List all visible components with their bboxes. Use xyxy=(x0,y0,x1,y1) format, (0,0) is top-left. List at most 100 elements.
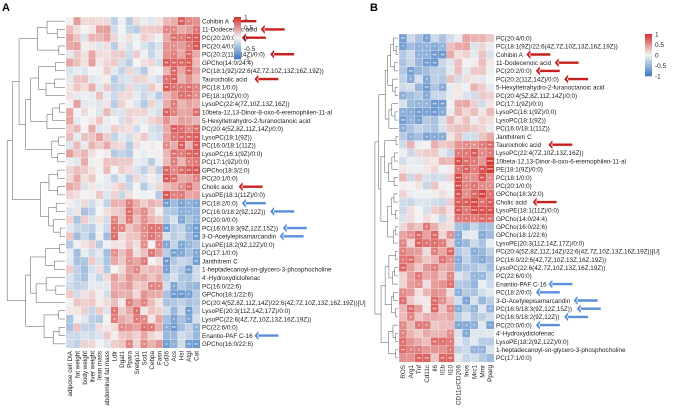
significance-mark: ** xyxy=(433,340,437,346)
heatmap-cell xyxy=(478,263,487,273)
significance-mark: * xyxy=(410,119,412,125)
significance-mark: * xyxy=(418,275,420,281)
heatmap-cell xyxy=(80,124,89,134)
heatmap-cell xyxy=(132,99,141,109)
heatmap-cell xyxy=(462,99,471,109)
heatmap-cell xyxy=(95,49,104,59)
significance-mark: ** xyxy=(433,111,437,117)
heatmap-cell xyxy=(103,281,111,291)
row-label: Cohibin A xyxy=(202,18,230,25)
row-label: 5-Hexyltetrahydro-2-furanoctanoic acid xyxy=(202,118,311,125)
heatmap-cell xyxy=(132,232,141,241)
significance-mark: * xyxy=(410,78,412,84)
heatmap-cell xyxy=(462,345,471,355)
heatmap-cell xyxy=(125,190,134,200)
heatmap-cell xyxy=(88,165,97,175)
heatmap-cell xyxy=(422,296,431,305)
heatmap-cell xyxy=(110,41,119,51)
colorbar-tick-label: 0 xyxy=(655,53,659,60)
significance-mark: ** xyxy=(172,78,176,84)
significance-mark: * xyxy=(426,78,428,84)
row-label: GPCho(18:1/22:6) xyxy=(496,232,547,239)
heatmap-cell xyxy=(155,339,164,349)
heatmap-cell xyxy=(103,198,111,208)
colorbar-segment xyxy=(234,57,241,60)
heatmap-cell xyxy=(103,190,111,200)
heatmap-cell xyxy=(125,182,134,192)
significance-mark: * xyxy=(442,242,444,248)
heatmap-cell xyxy=(88,223,97,233)
heatmap-cell xyxy=(125,41,134,51)
heatmap-cell xyxy=(73,198,82,208)
heatmap-cell xyxy=(73,25,82,34)
heatmap-cell xyxy=(454,91,463,100)
significance-mark: ** xyxy=(165,111,169,117)
significance-mark: * xyxy=(195,177,197,183)
heatmap-cell xyxy=(414,304,424,314)
heatmap-cell xyxy=(125,25,134,34)
heatmap-cell xyxy=(470,238,479,248)
significance-mark: * xyxy=(465,209,467,215)
heatmap-cell xyxy=(140,273,149,283)
heatmap-cell xyxy=(117,74,126,84)
heatmap-cell xyxy=(125,83,134,92)
heatmap-cell xyxy=(117,174,126,183)
heatmap-cell xyxy=(485,124,495,133)
row-label: PC(16:0/18:2(9Z,12Z)) xyxy=(496,314,559,321)
heatmap-cell xyxy=(155,66,164,76)
row-label: Janthitrem C xyxy=(202,258,238,265)
heatmap-cell xyxy=(414,66,424,76)
significance-mark: * xyxy=(402,250,404,256)
heatmap-cell xyxy=(162,41,171,51)
heatmap-cell xyxy=(155,198,164,208)
heatmap-cell xyxy=(422,329,431,338)
column-label: body weight xyxy=(82,351,89,385)
heatmap-cell xyxy=(125,223,134,233)
heatmap-cell xyxy=(398,214,408,223)
heatmap-cell xyxy=(80,149,89,158)
heatmap-cell xyxy=(414,181,424,191)
heatmap-cell xyxy=(485,107,495,117)
significance-mark: ** xyxy=(409,308,413,314)
significance-mark: * xyxy=(188,243,190,249)
significance-mark: ** xyxy=(417,111,421,117)
heatmap-cell xyxy=(95,58,104,67)
heatmap-cell xyxy=(470,296,479,305)
heatmap-cell xyxy=(132,331,141,341)
colorbar-tick-label: -0.5 xyxy=(655,63,667,70)
heatmap-cell xyxy=(184,190,193,200)
row-label: LysoPC(22:4(7Z,10Z,13Z,16Z)) xyxy=(496,150,584,157)
row-label: GPCho(16:0/22:6) xyxy=(496,224,547,231)
row-label: PC(20:4(5Z,8Z,11Z,14Z)/0:0) xyxy=(202,126,283,133)
heatmap-cell xyxy=(462,263,471,273)
heatmap-cell xyxy=(80,289,89,299)
heatmap-cell xyxy=(117,248,126,258)
heatmap-cell xyxy=(406,238,416,248)
column-label: Cd36 xyxy=(164,351,171,367)
colorbar-tick-label: 0.5 xyxy=(244,25,253,32)
heatmap-cell xyxy=(125,16,134,26)
heatmap-cell xyxy=(73,265,82,274)
heatmap-cell xyxy=(406,83,416,92)
heatmap-cell xyxy=(454,58,463,68)
heatmap-cell xyxy=(430,255,439,264)
heatmap-cell xyxy=(125,66,134,76)
heatmap-cell xyxy=(398,148,408,158)
heatmap-cell xyxy=(478,58,487,68)
heatmap-cell xyxy=(170,273,178,283)
heatmap-cell xyxy=(132,74,141,84)
heatmap-cell xyxy=(177,281,186,291)
heatmap-cell xyxy=(65,215,74,225)
significance-mark: * xyxy=(489,324,491,330)
row-label: Cholic acid xyxy=(202,184,233,191)
significance-mark: * xyxy=(188,20,190,26)
heatmap-cell xyxy=(406,320,416,330)
heatmap-cell xyxy=(462,33,471,43)
significance-mark: * xyxy=(151,227,153,233)
significance-mark: * xyxy=(113,310,115,316)
heatmap-cell xyxy=(485,296,495,305)
heatmap-cell xyxy=(414,206,424,215)
heatmap-cell xyxy=(132,256,141,266)
heatmap-cell xyxy=(103,240,111,249)
heatmap-cell xyxy=(103,25,111,34)
